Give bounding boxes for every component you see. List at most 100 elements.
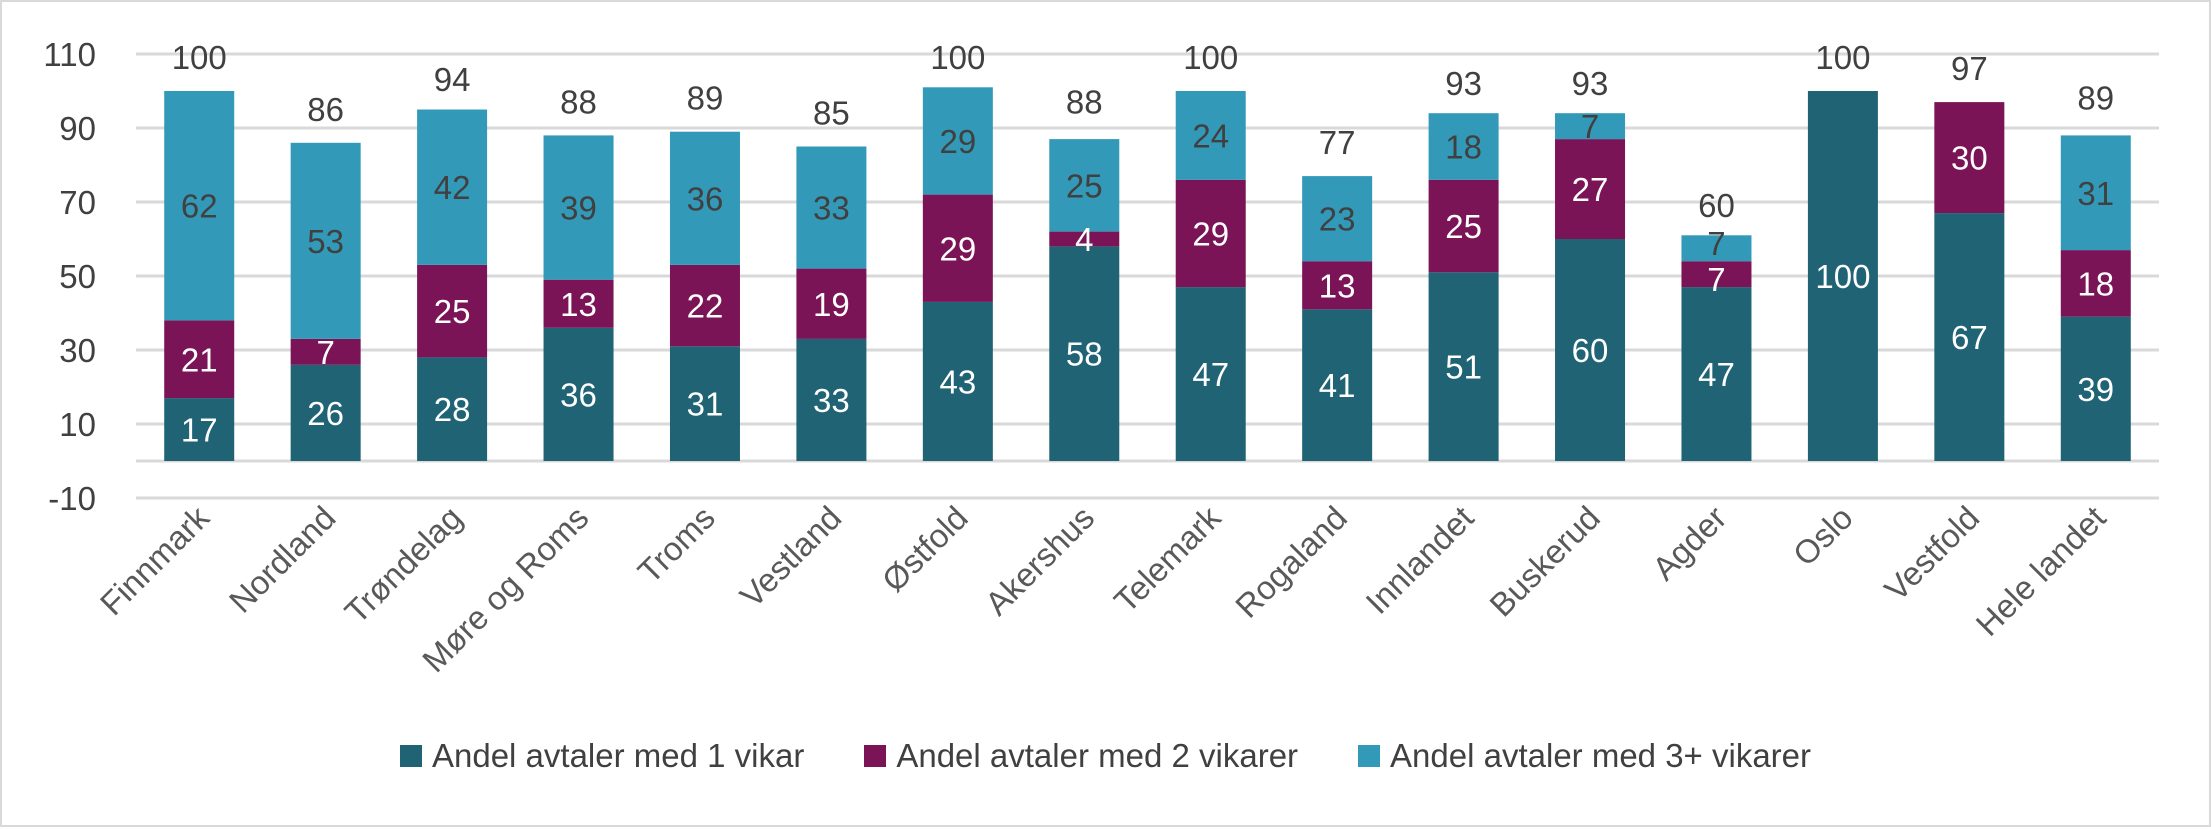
x-tick-label: Telemark	[1107, 498, 1228, 619]
bar-segment	[669, 131, 740, 265]
data-label: 36	[687, 180, 724, 217]
bar-segment	[1049, 231, 1120, 247]
total-label: 88	[1066, 83, 1103, 120]
data-label: 31	[2077, 175, 2114, 212]
y-tick-label: 10	[59, 406, 96, 443]
x-tick-label: Finnmark	[93, 498, 217, 622]
data-label: 62	[181, 188, 218, 225]
x-tick-label: Buskerud	[1482, 499, 1607, 624]
data-label: 33	[813, 382, 850, 419]
bar-segment	[1807, 91, 1878, 461]
bar-segment	[922, 301, 993, 461]
total-label: 100	[1815, 39, 1870, 76]
x-tick-label: Nordland	[222, 499, 343, 620]
x-tick-label: Vestfold	[1877, 499, 1986, 608]
bar-segment	[922, 194, 993, 302]
bar-segment	[922, 87, 993, 195]
data-label: 41	[1319, 367, 1356, 404]
data-label: 28	[434, 391, 471, 428]
y-tick-label: 50	[59, 258, 96, 295]
data-label: 4	[1075, 221, 1093, 258]
bar-segment	[1934, 102, 2005, 214]
bar-segment	[1681, 235, 1752, 262]
bar-segment	[796, 146, 867, 269]
bar-segment	[164, 91, 235, 321]
y-tick-label: 30	[59, 332, 96, 369]
data-label: 29	[1192, 215, 1229, 252]
total-label: 77	[1319, 124, 1356, 161]
data-label: 23	[1319, 201, 1356, 238]
bar-segment	[290, 338, 361, 365]
data-label: 24	[1192, 117, 1229, 154]
x-tick-label: Rogaland	[1228, 499, 1354, 625]
data-label: 33	[813, 190, 850, 227]
bar-segment	[1175, 179, 1246, 288]
data-label: 17	[181, 412, 218, 449]
total-label: 97	[1951, 50, 1988, 87]
legend-label: Andel avtaler med 1 vikar	[431, 737, 805, 774]
legend-swatch	[864, 745, 887, 767]
total-label: 93	[1572, 65, 1609, 102]
data-label: 19	[813, 286, 850, 323]
data-label: 36	[560, 376, 597, 413]
data-label: 51	[1445, 349, 1482, 386]
legend: Andel avtaler med 1 vikar Andel avtaler …	[2, 737, 2209, 775]
total-label: 100	[930, 39, 985, 76]
data-label: 39	[2077, 371, 2114, 408]
data-label: 58	[1066, 336, 1103, 373]
bar-segment	[1428, 113, 1499, 180]
bar-segment	[417, 357, 488, 461]
bar-segment	[1302, 309, 1373, 461]
bar-segment	[417, 264, 488, 358]
total-label: 100	[1183, 39, 1238, 76]
bar-segment	[1681, 287, 1752, 461]
x-tick-label: Trøndelag	[337, 499, 469, 631]
bar-segment	[2060, 250, 2131, 317]
bar-segment	[2060, 316, 2131, 461]
data-label: 25	[1066, 167, 1103, 204]
data-label: 21	[181, 341, 218, 378]
data-label: 7	[1707, 261, 1725, 298]
data-label: 26	[307, 395, 344, 432]
bar-segment	[417, 109, 488, 265]
bar-segment	[543, 279, 614, 328]
bar-segment	[669, 346, 740, 461]
bar-segment	[1428, 272, 1499, 461]
bar-segment	[1681, 261, 1752, 288]
bar-segment	[1934, 213, 2005, 461]
data-label: 30	[1951, 140, 1988, 177]
x-tick-label: Vestland	[733, 499, 849, 615]
legend-label: Andel avtaler med 3+ vikarer	[1390, 737, 1812, 774]
total-label: 88	[560, 83, 597, 120]
legend-swatch	[1358, 745, 1381, 767]
data-label: 18	[2077, 265, 2114, 302]
x-tick-label: Troms	[631, 499, 722, 590]
legend-label: Andel avtaler med 2 vikarer	[896, 737, 1299, 774]
data-label: 100	[1815, 258, 1870, 295]
data-label: 53	[307, 223, 344, 260]
bar-segment	[1428, 179, 1499, 273]
bar-segment	[1302, 261, 1373, 310]
x-tick-label: Hele landet	[1969, 499, 2113, 643]
y-tick-label: 90	[59, 110, 96, 147]
data-label: 25	[434, 293, 471, 330]
bar-segment	[1175, 287, 1246, 461]
y-tick-label: 70	[59, 184, 96, 221]
data-label: 29	[939, 123, 976, 160]
x-tick-label: Østfold	[875, 499, 975, 599]
bar-segment	[1175, 91, 1246, 180]
bar-segment	[1555, 139, 1626, 239]
data-label: 43	[939, 363, 976, 400]
data-label: 7	[316, 334, 334, 371]
data-label: 60	[1572, 332, 1609, 369]
data-label: 25	[1445, 208, 1482, 245]
data-label: 22	[687, 288, 724, 325]
data-label: 29	[939, 230, 976, 267]
bar-segment	[1049, 246, 1120, 461]
bar-segment	[543, 327, 614, 461]
data-label: 7	[1707, 225, 1725, 262]
data-label: 39	[560, 190, 597, 227]
total-label: 89	[2077, 80, 2114, 117]
